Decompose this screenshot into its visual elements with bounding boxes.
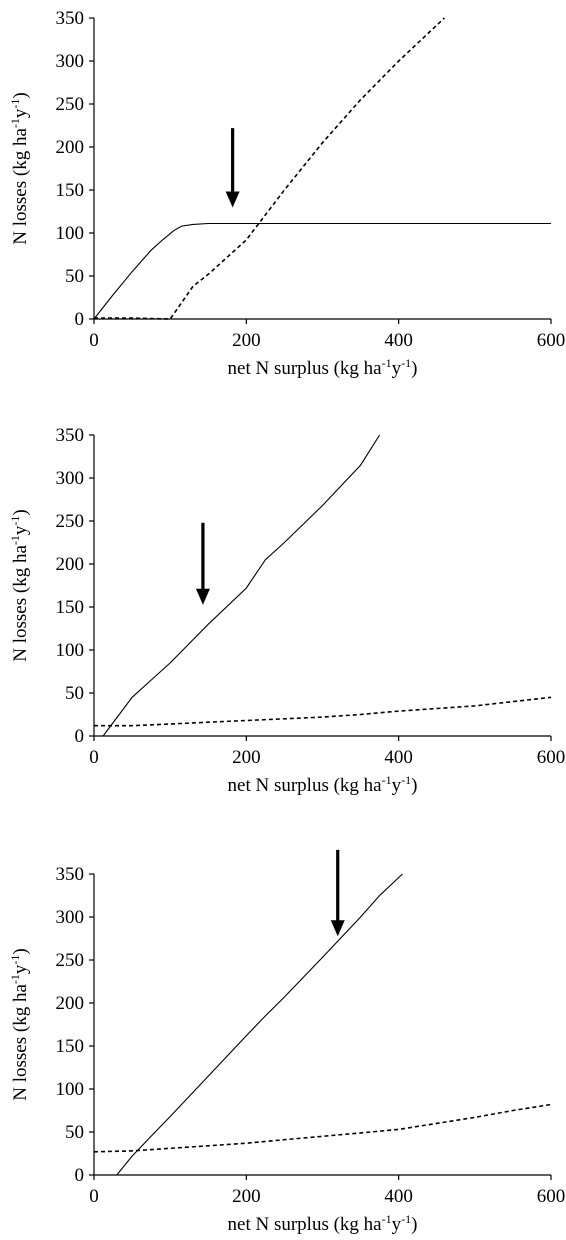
y-axis-title-base: N losses (kg ha [10, 545, 31, 662]
arrow-head [195, 588, 210, 605]
x-axis-title-end: ) [411, 775, 417, 796]
y-tick-label: 350 [56, 425, 85, 446]
chart-panel-1: 0 50 100 150 200 250 300 350 0 200 400 600 net N sur… [8, 8, 565, 379]
x-tick-label: 600 [537, 747, 566, 768]
x-axis-title-sup2: -1 [401, 1212, 411, 1226]
y-axis-title-sup1: -1 [8, 118, 22, 128]
x-tick-label: 600 [537, 1186, 566, 1207]
y-tick-label: 100 [56, 223, 85, 244]
y-tick-label: 300 [56, 51, 85, 72]
x-axis-title-sup2: -1 [401, 356, 411, 370]
y-axis-title-end: ) [10, 509, 31, 515]
solid-series-line [116, 873, 403, 1176]
y-axis-title-sup2: -1 [8, 516, 22, 526]
dashed-series-line [93, 1103, 552, 1153]
y-axis-title-mid: y [10, 525, 31, 535]
y-tick-label: 50 [65, 266, 84, 287]
x-axis-title-mid: y [392, 775, 402, 796]
y-tick-label: 50 [65, 1122, 84, 1143]
x-axis-title-mid: y [392, 358, 402, 379]
y-axis-title-sup2: -1 [8, 99, 22, 109]
dashed-series-line [94, 696, 552, 727]
x-tick-label: 400 [384, 1186, 413, 1207]
y-tick-label: 150 [56, 597, 85, 618]
arrow-head [225, 191, 240, 208]
y-tick-label: 300 [56, 468, 85, 489]
x-axis-title-sup1: -1 [382, 773, 392, 787]
x-axis-title-sup2: -1 [401, 773, 411, 787]
x-tick-label: 0 [89, 747, 99, 768]
y-tick-label: 200 [56, 137, 85, 158]
x-tick-label: 0 [89, 330, 99, 351]
x-axis-title: net N surplus (kg ha-1y-1) [228, 773, 418, 796]
x-axis-title: net N surplus (kg ha-1y-1) [228, 356, 418, 379]
arrow-head [330, 920, 345, 937]
y-tick-label: 200 [56, 993, 85, 1014]
x-axis-title: net N surplus (kg ha-1y-1) [228, 1212, 418, 1235]
chart-panel-3: 0 50 100 150 200 250 300 350 0 200 400 600 net N sur… [8, 849, 566, 1235]
x-axis-title-base: net N surplus (kg ha [228, 358, 383, 379]
solid-series-line [93, 222, 551, 320]
y-axis-title-base: N losses (kg ha [10, 128, 31, 245]
x-axis-title-end: ) [411, 358, 417, 379]
y-tick-label: 350 [56, 8, 85, 29]
solid-series-line [102, 434, 381, 737]
y-axis-title-sup1: -1 [8, 974, 22, 984]
x-axis-title-end: ) [411, 1214, 417, 1235]
x-axis-title-sup1: -1 [382, 1212, 392, 1226]
y-tick-label: 0 [75, 726, 85, 747]
y-tick-label: 200 [56, 554, 85, 575]
x-axis-title-mid: y [392, 1214, 402, 1235]
y-axis-title: N losses (kg ha-1y-1) [8, 948, 31, 1100]
x-tick-label: 200 [232, 330, 261, 351]
y-axis-title-base: N losses (kg ha [10, 984, 31, 1101]
y-tick-label: 250 [56, 511, 85, 532]
x-tick-label: 400 [384, 747, 413, 768]
x-tick-label: 0 [89, 1186, 99, 1207]
y-axis-title-mid: y [10, 964, 31, 974]
y-tick-label: 100 [56, 1079, 85, 1100]
y-axis-title: N losses (kg ha-1y-1) [8, 509, 31, 661]
y-tick-label: 0 [75, 1165, 85, 1186]
y-axis-title-end: ) [10, 948, 31, 954]
x-axis-title-base: net N surplus (kg ha [228, 775, 383, 796]
chart-panel-2: 0 50 100 150 200 250 300 350 0 200 400 600 net N sur… [8, 425, 565, 796]
y-tick-label: 150 [56, 1036, 85, 1057]
x-axis-title-base: net N surplus (kg ha [228, 1214, 383, 1235]
y-tick-label: 50 [65, 683, 84, 704]
y-axis-title-sup2: -1 [8, 955, 22, 965]
x-tick-label: 200 [232, 747, 261, 768]
y-axis-title-end: ) [10, 92, 31, 98]
y-tick-label: 350 [56, 864, 85, 885]
y-tick-label: 300 [56, 907, 85, 928]
x-tick-label: 200 [232, 1186, 261, 1207]
y-axis-title: N losses (kg ha-1y-1) [8, 92, 31, 244]
dashed-series-line [94, 17, 445, 320]
y-axis-title-sup1: -1 [8, 535, 22, 545]
x-tick-label: 600 [537, 330, 566, 351]
y-tick-label: 100 [56, 640, 85, 661]
y-tick-label: 150 [56, 180, 85, 201]
y-tick-label: 250 [56, 950, 85, 971]
y-tick-label: 0 [75, 309, 85, 330]
y-axis-title-mid: y [10, 108, 31, 118]
x-axis-title-sup1: -1 [382, 356, 392, 370]
y-tick-label: 250 [56, 94, 85, 115]
x-tick-label: 400 [384, 330, 413, 351]
